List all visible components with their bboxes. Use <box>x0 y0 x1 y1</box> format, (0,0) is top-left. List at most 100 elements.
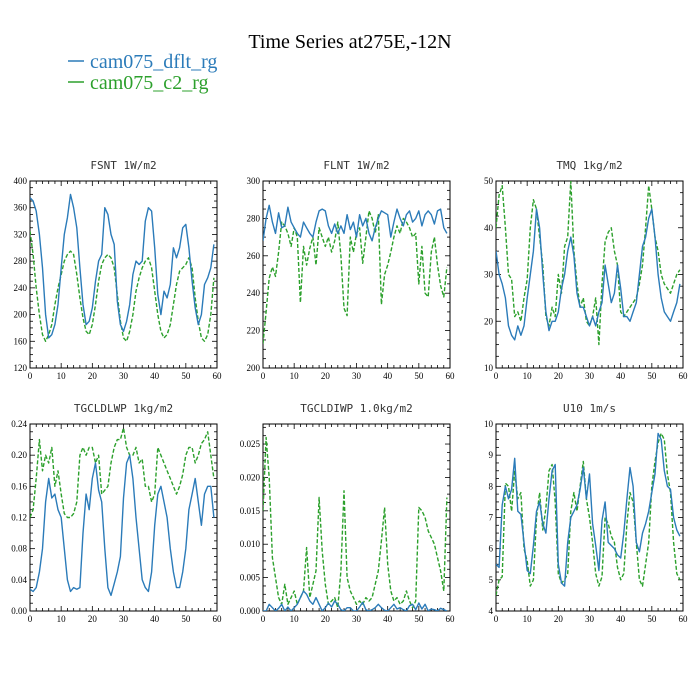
x-tick-label: 0 <box>261 371 266 381</box>
y-tick-label: 50 <box>484 176 494 186</box>
series-line-cam075_c2_rg <box>496 181 681 346</box>
y-tick-label: 0.015 <box>240 506 261 516</box>
x-tick-label: 40 <box>383 614 393 624</box>
figure-title: Time Series at275E,-12N <box>248 31 451 53</box>
x-tick-label: 50 <box>181 371 191 381</box>
y-tick-label: 8 <box>489 481 494 491</box>
plot-frame <box>495 180 684 369</box>
series-line-cam075_c2_rg <box>263 436 448 609</box>
x-tick-label: 60 <box>446 371 456 381</box>
x-tick-label: 0 <box>261 614 266 624</box>
x-tick-label: 0 <box>28 371 33 381</box>
series-line-cam075_c2_rg <box>263 210 448 344</box>
panel-1: FLNT 1W/m2 0 10 20 30 40 50 60 200 220 240 260 280 30… <box>247 159 456 381</box>
x-tick-label: 0 <box>494 371 499 381</box>
y-tick-label: 0.000 <box>240 606 261 616</box>
x-tick-label: 30 <box>585 614 595 624</box>
y-tick-label: 0.020 <box>240 472 261 482</box>
legend-label-cam075_c2_rg: cam075_c2_rg <box>90 72 209 94</box>
panel-title: U10 1m/s <box>563 402 616 415</box>
x-tick-label: 10 <box>523 371 533 381</box>
x-tick-label: 20 <box>554 614 564 624</box>
y-tick-label: 10 <box>484 419 494 429</box>
series-line-cam075_c2_rg <box>30 231 215 342</box>
series-line-cam075_dflt_rg <box>263 590 448 611</box>
panels: FSNT 1W/m20 10 20 30 40 50 6012016020024028032… <box>11 159 688 624</box>
x-tick-label: 20 <box>88 371 98 381</box>
y-tick-label: 0.20 <box>11 450 27 460</box>
y-tick-label: 0.04 <box>11 575 27 585</box>
x-tick-label: 60 <box>446 614 456 624</box>
x-tick-label: 40 <box>616 614 626 624</box>
x-tick-label: 60 <box>679 371 689 381</box>
y-tick-label: 280 <box>247 213 261 223</box>
y-tick-label: 9 <box>489 450 494 460</box>
y-tick-label: 0.010 <box>240 539 261 549</box>
x-tick-label: 20 <box>321 371 331 381</box>
x-tick-label: 50 <box>647 371 657 381</box>
plot-frame <box>262 180 451 369</box>
y-tick-label: 20 <box>484 316 494 326</box>
y-tick-label: 6 <box>489 544 494 554</box>
y-tick-label: 0.08 <box>11 544 27 554</box>
y-tick-label: 300 <box>247 176 261 186</box>
panel-title: FSNT 1W/m2 <box>90 159 156 172</box>
x-tick-label: 30 <box>352 371 362 381</box>
x-tick-label: 50 <box>647 614 657 624</box>
y-tick-label: 220 <box>247 326 261 336</box>
y-tick-label: 0.16 <box>11 481 27 491</box>
y-tick-label: 0.12 <box>11 513 27 523</box>
y-tick-label: 0.025 <box>240 439 261 449</box>
y-tick-label: 4 <box>489 606 494 616</box>
y-tick-label: 360 <box>14 203 28 213</box>
panel-title: TGCLDIWP 1.0kg/m2 <box>300 402 413 415</box>
x-tick-label: 50 <box>414 371 424 381</box>
series-line-cam075_dflt_rg <box>30 193 215 339</box>
y-tick-label: 0.00 <box>11 606 27 616</box>
y-tick-label: 30 <box>484 270 494 280</box>
y-tick-label: 7 <box>489 513 494 523</box>
panel-0: FSNT 1W/m2 0 10 20 30 40 50 60 120 160 200 240 280 32… <box>14 159 223 381</box>
panel-title: FLNT 1W/m2 <box>323 159 389 172</box>
series-line-cam075_dflt_rg <box>30 454 215 597</box>
panel-4: TGCLDIWP 1.0kg/m2 0 10 20 30 40 50 60 0.000 0.005… <box>240 402 455 624</box>
y-tick-label: 240 <box>247 288 261 298</box>
x-tick-label: 50 <box>181 614 191 624</box>
x-tick-label: 40 <box>150 614 160 624</box>
y-tick-label: 40 <box>484 223 494 233</box>
y-tick-label: 120 <box>14 363 28 373</box>
x-tick-label: 30 <box>119 614 129 624</box>
x-tick-label: 10 <box>57 371 67 381</box>
x-tick-label: 40 <box>150 371 160 381</box>
x-tick-label: 60 <box>213 614 223 624</box>
y-tick-label: 200 <box>14 310 28 320</box>
y-tick-label: 200 <box>247 363 261 373</box>
x-tick-label: 20 <box>88 614 98 624</box>
x-tick-label: 0 <box>494 614 499 624</box>
panel-3: TGCLDLWP 1kg/m2 0 10 20 30 40 50 60 0.00 0.04 0.08… <box>11 402 222 624</box>
x-tick-label: 10 <box>290 614 300 624</box>
x-tick-label: 10 <box>523 614 533 624</box>
series-line-cam075_c2_rg <box>496 432 681 596</box>
y-tick-label: 320 <box>14 229 28 239</box>
x-tick-label: 30 <box>585 371 595 381</box>
y-tick-label: 280 <box>14 256 28 266</box>
x-tick-label: 40 <box>616 371 626 381</box>
plot-frame <box>262 423 451 612</box>
y-tick-label: 260 <box>247 251 261 261</box>
x-tick-label: 20 <box>321 614 331 624</box>
plot-frame <box>29 180 218 369</box>
x-tick-label: 60 <box>679 614 689 624</box>
y-tick-label: 400 <box>14 176 28 186</box>
x-tick-label: 30 <box>352 614 362 624</box>
x-tick-label: 20 <box>554 371 564 381</box>
x-tick-label: 0 <box>28 614 33 624</box>
panel-5: U10 1m/s 0 10 20 30 40 50 60 4 5 6 7 8 9 10 <box>484 402 688 624</box>
series-line-cam075_dflt_rg <box>496 208 681 341</box>
y-tick-label: 0.005 <box>240 573 261 583</box>
x-tick-label: 40 <box>383 371 393 381</box>
y-tick-label: 0.24 <box>11 419 27 429</box>
